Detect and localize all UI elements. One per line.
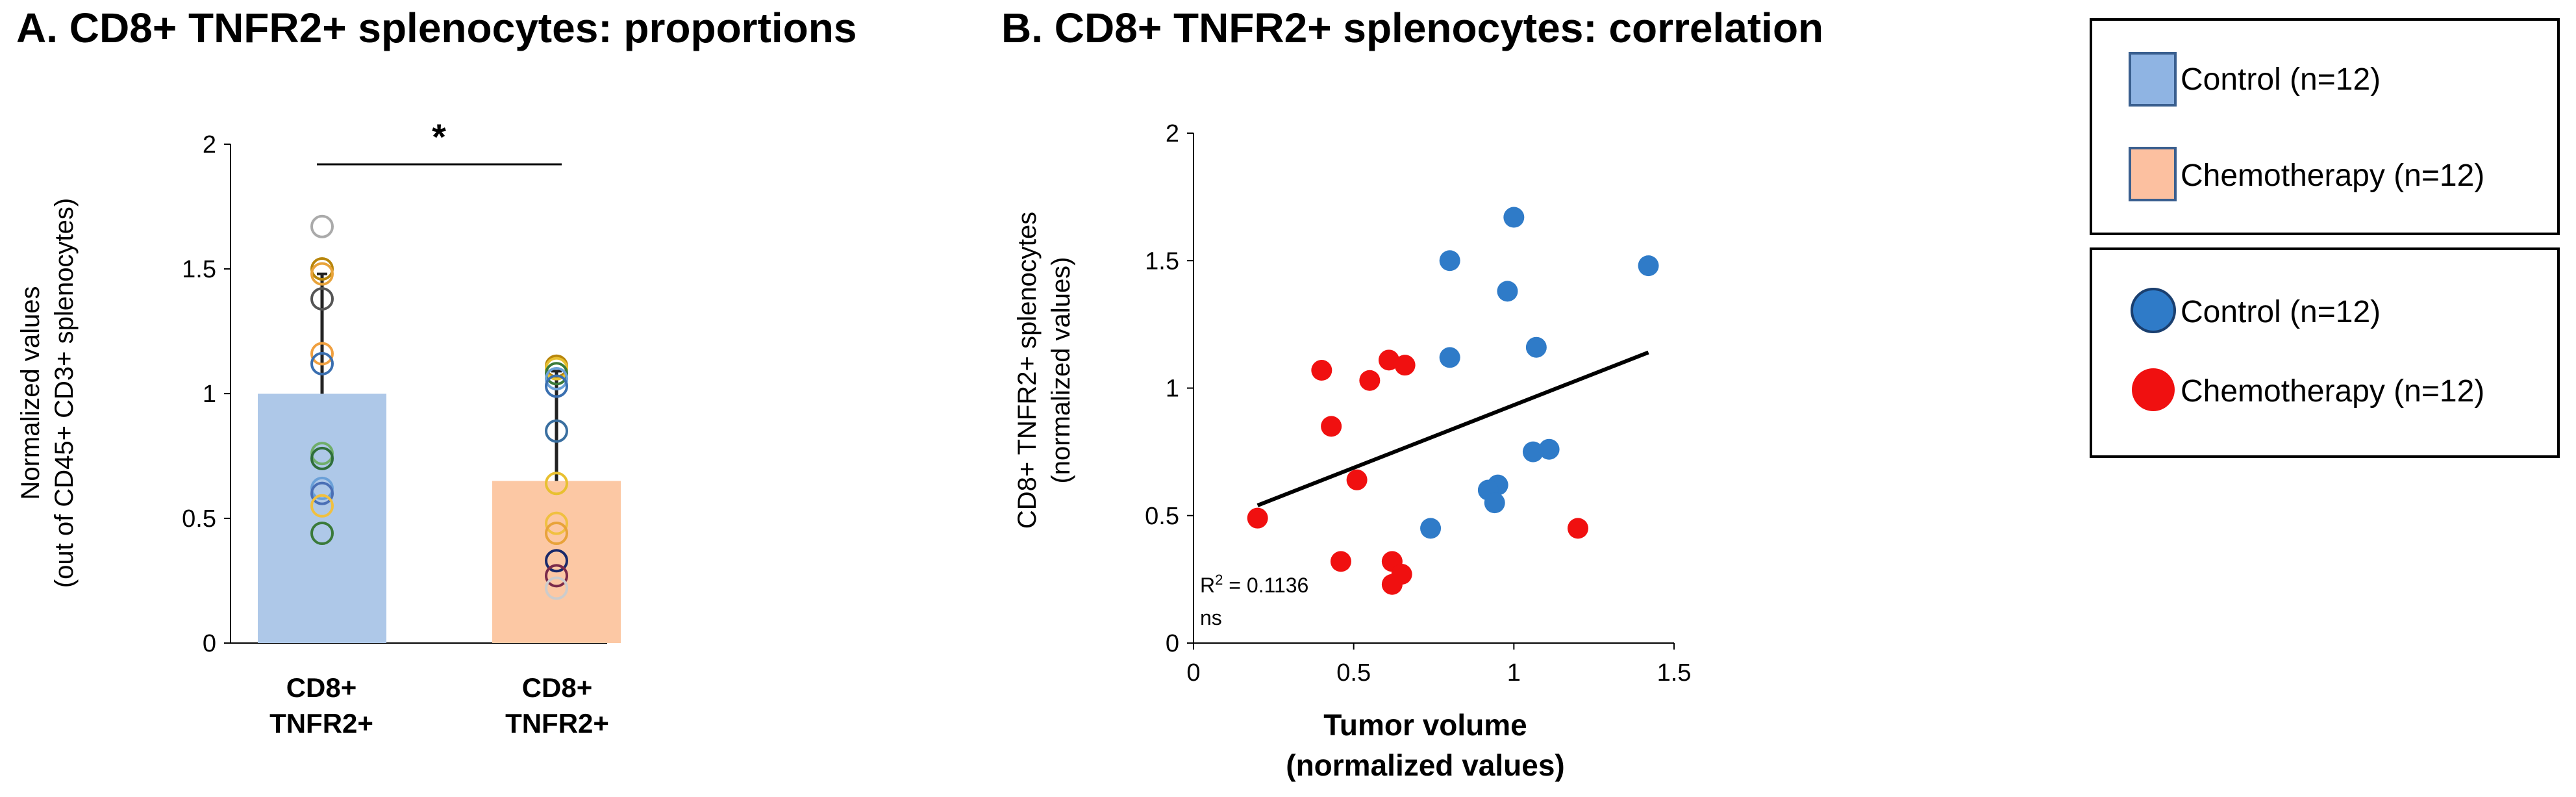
chart-b-x-tick-label: 0.5 — [1336, 659, 1371, 687]
legend-bar-control-label: Control (n=12) — [2181, 62, 2381, 97]
legend-scatter-chemo-marker — [2132, 368, 2175, 411]
chart-b-y-tick-label: 1.5 — [1145, 247, 1179, 275]
chart-a-data-point — [310, 342, 334, 366]
ns-annotation: ns — [1200, 606, 1222, 629]
chart-a-title: A. CD8+ TNFR2+ splenocytes: proportions — [16, 5, 857, 51]
chart-a-y-tick-label: 2 — [203, 131, 216, 158]
chart-a-data-point — [310, 351, 334, 375]
chart-a-data-point — [545, 419, 568, 443]
chart-b-control-point — [1522, 441, 1544, 462]
legend-scatter-frame — [2090, 247, 2560, 458]
chart-b-control-point — [1484, 492, 1505, 514]
chart-a-category-1-line2: TNFR2+ — [269, 708, 373, 739]
chart-b-x-label-line2: (normalized values) — [1286, 748, 1564, 782]
chart-b-chemo-point — [1330, 551, 1351, 572]
chart-b-chemo-point — [1381, 574, 1403, 595]
chart-b-chemo-point — [1321, 416, 1342, 437]
chart-a-y-label-line1: Normalized values — [16, 286, 45, 500]
chart-a-category-2-line1: CD8+ — [522, 672, 593, 703]
chart-a-data-point — [545, 374, 568, 398]
chart-a-y-tick-label: 1.5 — [182, 256, 216, 283]
chart-a-data-point — [310, 214, 334, 238]
chart-a-data-point — [545, 472, 568, 496]
chart-b-control-point — [1538, 438, 1560, 460]
chart-a-data-point — [545, 511, 568, 535]
legend-bar-control-swatch — [2129, 52, 2177, 107]
chart-a: 0 0.5 1 1.5 2 * Normalized values (out of CD… — [16, 116, 621, 739]
chart-b-chemo-point — [1568, 518, 1588, 539]
chart-b-control-point — [1439, 250, 1460, 272]
chart-a-y-tick-label: 1 — [203, 381, 216, 408]
chart-a-category-2-line2: TNFR2+ — [505, 708, 609, 739]
chart-b-control-point — [1420, 518, 1442, 539]
chart-b-chemo-point — [1311, 360, 1332, 381]
chart-b-control-point — [1503, 207, 1525, 228]
chart-b-chemo-point — [1378, 349, 1399, 371]
chart-a-data-point — [545, 564, 568, 588]
chart-a-data-point — [310, 494, 334, 518]
legend-scatter-control-marker — [2131, 288, 2176, 333]
chart-a-data-point — [310, 522, 334, 546]
chart-b-y-tick-label: 0 — [1166, 630, 1179, 657]
chart-a-data-point — [545, 366, 568, 390]
chart-b-x-tick-label: 1.5 — [1657, 659, 1692, 687]
chart-b-y-ticks: 0 0.5 1 1.5 2 — [1145, 120, 1194, 657]
legend-scatter-chemo-label: Chemotherapy (n=12) — [2181, 374, 2484, 409]
chart-a-bar-1 — [258, 394, 386, 643]
chart-a-y-tick-label: 0.5 — [182, 505, 216, 533]
legend-bar-frame — [2090, 18, 2560, 235]
chart-b-x-label-line1: Tumor volume — [1323, 708, 1527, 742]
trendline — [1257, 350, 1649, 507]
chart-b-points — [1247, 207, 1659, 595]
chart-b-control-point — [1525, 336, 1547, 358]
chart-a-bar-2 — [492, 481, 621, 643]
legend-scatter: Control (n=12) Chemotherapy (n=12) — [2090, 247, 2560, 458]
legend-bar: Control (n=12) Chemotherapy (n=12) — [2090, 18, 2560, 235]
chart-b-control-point — [1439, 347, 1460, 368]
chart-a-category-1-line1: CD8+ — [286, 672, 357, 703]
chart-b-y-label-line1: CD8+ TNFR2+ splenocytes — [1013, 212, 1042, 529]
chart-a-y-label-line2: (out of CD45+ CD3+ splenocytes) — [50, 198, 79, 588]
chart-b: 0 0.5 1 1.5 2 0 0.5 1 1.5 R2 = 0.1136 ns CD8+ T… — [1013, 120, 1691, 782]
chart-b-title: B. CD8+ TNFR2+ splenocytes: correlation — [1001, 5, 1823, 51]
chart-b-chemo-point — [1359, 370, 1381, 391]
chart-a-data-point — [310, 446, 334, 470]
chart-b-x-tick-label: 0 — [1186, 659, 1200, 687]
chart-a-points — [310, 214, 568, 600]
chart-b-y-label-line2: (normalized values) — [1047, 257, 1075, 483]
chart-b-chemo-point — [1394, 355, 1416, 376]
chart-b-y-tick-label: 0.5 — [1145, 503, 1179, 530]
chart-b-chemo-point — [1247, 507, 1268, 529]
chart-a-data-point — [545, 576, 568, 600]
chart-a-data-point — [310, 262, 334, 286]
legend-bar-chemo-label: Chemotherapy (n=12) — [2181, 158, 2484, 193]
chart-b-y-tick-label: 1 — [1166, 375, 1179, 403]
chart-b-chemo-point — [1346, 469, 1368, 490]
chart-b-y-tick-label: 2 — [1166, 120, 1179, 147]
r-squared-annotation: R2 = 0.1136 — [1200, 572, 1308, 598]
chart-a-data-point — [310, 481, 334, 505]
chart-a-bars — [258, 272, 621, 643]
chart-b-x-tick-label: 1 — [1507, 659, 1521, 687]
chart-b-x-ticks: 0 0.5 1 1.5 — [1186, 643, 1691, 687]
significance-star: * — [432, 116, 446, 157]
chart-b-control-point — [1638, 255, 1659, 277]
chart-a-data-point — [545, 522, 568, 546]
legend-scatter-control-label: Control (n=12) — [2181, 295, 2381, 329]
legend-bar-chemo-swatch — [2129, 147, 2177, 201]
chart-b-control-point — [1497, 281, 1518, 302]
chart-a-y-ticks: 0 0.5 1 1.5 2 — [182, 131, 231, 657]
chart-a-y-tick-label: 0 — [203, 630, 216, 657]
chart-a-data-point — [545, 549, 568, 573]
chart-a-data-point — [310, 287, 334, 311]
